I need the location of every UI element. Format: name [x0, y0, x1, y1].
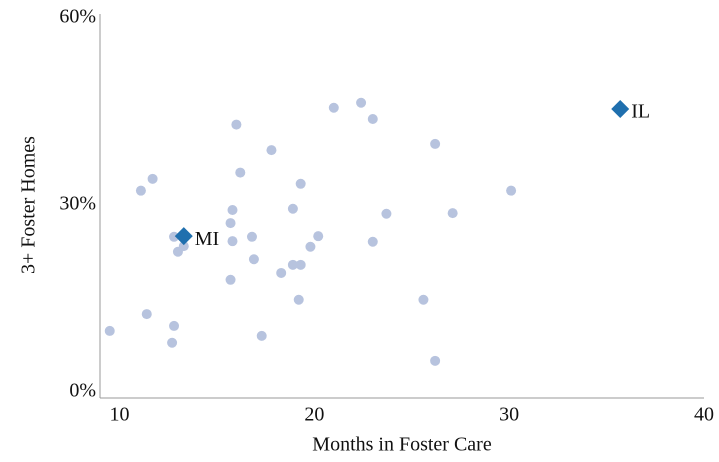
point — [248, 254, 259, 265]
point — [147, 173, 158, 184]
point — [141, 309, 152, 320]
point — [231, 119, 242, 130]
point — [235, 167, 246, 178]
point — [305, 241, 316, 252]
point — [287, 259, 298, 270]
point — [169, 231, 180, 242]
point — [295, 178, 306, 189]
point — [167, 337, 178, 348]
highlight-point — [611, 100, 630, 119]
point — [328, 102, 339, 113]
point — [295, 259, 306, 270]
point — [367, 113, 378, 124]
point — [169, 320, 180, 331]
point — [225, 274, 236, 285]
point-label: IL — [631, 101, 650, 123]
point — [367, 236, 378, 247]
point — [447, 208, 458, 219]
point — [276, 267, 287, 278]
point — [178, 241, 189, 252]
point — [227, 236, 238, 247]
point — [381, 208, 392, 219]
point-label: MI — [195, 228, 219, 250]
point — [430, 138, 441, 149]
point — [246, 231, 257, 242]
point — [225, 218, 236, 229]
point — [227, 204, 238, 215]
highlight-point — [174, 227, 193, 246]
point — [418, 294, 429, 305]
point — [313, 231, 324, 242]
y-axis-title: 3+ Foster Homes — [18, 136, 40, 274]
point — [430, 355, 441, 366]
point — [256, 330, 267, 341]
x-tick-label: 20 — [304, 404, 324, 426]
point — [104, 325, 115, 336]
x-tick-label: 40 — [694, 404, 714, 426]
y-tick-label: 60% — [59, 6, 96, 28]
x-tick-label: 30 — [499, 404, 519, 426]
point — [266, 145, 277, 156]
point — [135, 185, 146, 196]
y-tick-label: 0% — [69, 380, 96, 402]
point — [287, 203, 298, 214]
point — [356, 97, 367, 108]
y-tick-label: 30% — [59, 193, 96, 215]
point — [293, 294, 304, 305]
point — [506, 185, 517, 196]
x-axis-title: Months in Foster Care — [312, 434, 492, 456]
x-tick-label: 10 — [109, 404, 129, 426]
